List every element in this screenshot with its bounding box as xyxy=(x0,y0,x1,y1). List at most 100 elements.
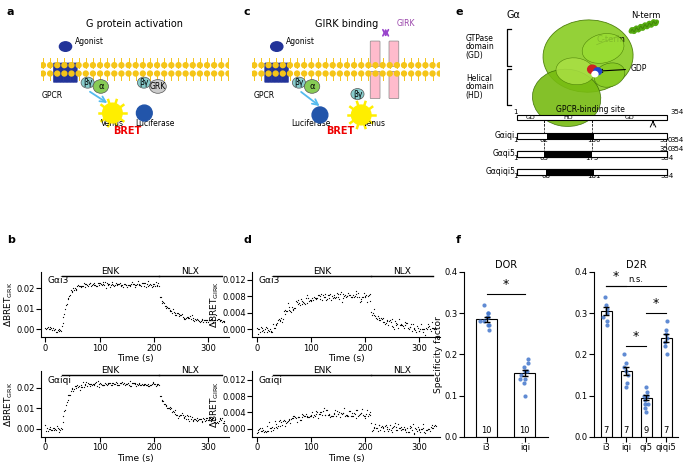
Point xyxy=(273,315,284,323)
Point xyxy=(323,411,334,418)
Point xyxy=(195,415,206,423)
Point xyxy=(410,326,421,334)
Y-axis label: $\Delta$BRET$_{\rm GIRK}$: $\Delta$BRET$_{\rm GIRK}$ xyxy=(208,380,221,428)
Point xyxy=(516,371,527,379)
Point xyxy=(321,406,332,414)
Point xyxy=(323,291,334,299)
Circle shape xyxy=(69,63,74,67)
Point xyxy=(328,410,339,418)
Point xyxy=(386,424,397,432)
Point xyxy=(61,399,72,406)
Point xyxy=(151,380,162,388)
Circle shape xyxy=(316,71,321,76)
FancyBboxPatch shape xyxy=(285,63,288,83)
Point xyxy=(205,417,216,424)
Point xyxy=(42,324,53,332)
Point xyxy=(99,278,110,286)
Point xyxy=(197,418,208,426)
Circle shape xyxy=(197,71,202,76)
Point xyxy=(260,428,271,436)
Point xyxy=(90,378,101,386)
Point xyxy=(282,417,293,425)
Point xyxy=(349,410,360,418)
Point xyxy=(266,328,277,336)
Text: Gαiqi: Gαiqi xyxy=(258,376,282,385)
Point xyxy=(47,326,58,333)
Point xyxy=(262,327,273,334)
Point xyxy=(128,380,139,387)
Point xyxy=(314,408,325,416)
Bar xyxy=(660,338,671,437)
Point xyxy=(404,422,415,429)
Text: Gαqi5: Gαqi5 xyxy=(493,150,515,159)
Point xyxy=(312,294,323,302)
Point xyxy=(358,412,369,420)
Point xyxy=(93,383,104,391)
Point xyxy=(300,410,311,418)
Point xyxy=(97,381,108,389)
Point xyxy=(210,316,221,324)
Circle shape xyxy=(288,63,292,67)
Point xyxy=(312,414,323,422)
Point xyxy=(282,418,292,426)
FancyBboxPatch shape xyxy=(70,63,74,83)
Point xyxy=(342,412,353,419)
Circle shape xyxy=(316,63,321,67)
Point xyxy=(272,320,283,327)
Point xyxy=(277,315,288,323)
Point xyxy=(70,384,81,392)
Point xyxy=(199,316,210,324)
Circle shape xyxy=(295,63,299,67)
Point xyxy=(640,408,651,416)
Point xyxy=(253,425,264,433)
Circle shape xyxy=(62,71,67,76)
Point xyxy=(251,324,262,332)
Point xyxy=(408,324,419,332)
Point xyxy=(303,413,314,420)
Point xyxy=(416,425,427,433)
Circle shape xyxy=(409,71,414,76)
Point xyxy=(130,284,141,291)
Point xyxy=(345,407,356,415)
Ellipse shape xyxy=(60,42,72,51)
Point xyxy=(192,417,203,425)
Point xyxy=(392,426,403,433)
Circle shape xyxy=(592,71,598,77)
Point xyxy=(105,284,116,291)
Point xyxy=(597,314,608,321)
Point xyxy=(384,317,395,324)
Point xyxy=(298,298,309,305)
Point xyxy=(116,281,127,289)
Circle shape xyxy=(430,63,435,67)
Ellipse shape xyxy=(351,88,364,100)
Point xyxy=(200,318,211,325)
Point xyxy=(484,322,495,329)
Point xyxy=(333,410,344,418)
Point xyxy=(639,400,650,408)
Text: 354: 354 xyxy=(661,155,674,162)
Ellipse shape xyxy=(81,77,95,88)
Point xyxy=(192,316,203,323)
Point xyxy=(212,316,223,324)
Point xyxy=(383,321,394,329)
Point xyxy=(374,421,385,429)
Point xyxy=(47,426,58,434)
Point xyxy=(82,382,92,390)
Point xyxy=(190,315,201,323)
Point xyxy=(353,290,364,297)
Point xyxy=(116,379,127,386)
Point xyxy=(57,319,68,326)
Point xyxy=(97,280,108,288)
Point xyxy=(356,409,367,417)
Point xyxy=(177,409,188,417)
Point xyxy=(329,292,340,299)
Point xyxy=(119,280,130,288)
Point xyxy=(114,281,125,288)
Point xyxy=(79,381,90,389)
Point xyxy=(252,428,263,436)
Point xyxy=(199,416,210,423)
Point xyxy=(401,320,412,327)
Point xyxy=(393,420,403,428)
Point xyxy=(292,413,303,420)
Point xyxy=(187,314,198,322)
